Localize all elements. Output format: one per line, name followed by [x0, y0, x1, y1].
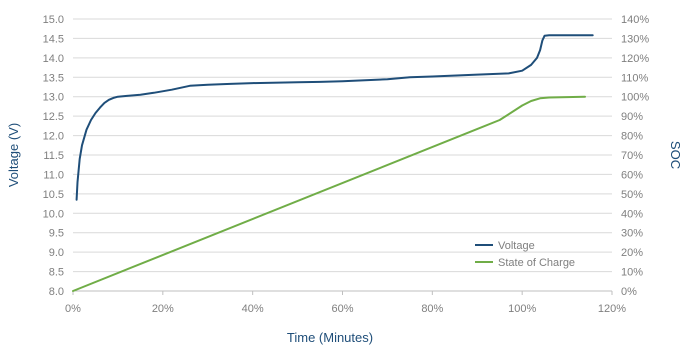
legend: Voltage State of Charge	[475, 240, 575, 269]
gridlines	[73, 18, 612, 292]
y2-tick-label: 10%	[621, 267, 643, 279]
y2-tick-label: 70%	[621, 150, 643, 162]
y-tick-label: 9.5	[49, 228, 64, 240]
y-tick-label: 8.0	[49, 286, 64, 298]
x-tick-label: 120%	[598, 303, 626, 315]
y-tick-label: 11.0	[43, 169, 64, 181]
legend-label-voltage: Voltage	[498, 240, 535, 252]
x-tick-label: 40%	[242, 303, 264, 315]
x-axis-title: Time (Minutes)	[287, 330, 373, 345]
x-tick-label: 20%	[152, 303, 174, 315]
x-axis-ticks: 0% 20% 40% 60% 80% 100% 120%	[65, 290, 626, 315]
legend-label-soc: State of Charge	[498, 257, 575, 269]
y2-tick-label: 30%	[621, 228, 643, 240]
y-tick-label: 12.0	[43, 131, 64, 143]
y-tick-label: 10.0	[43, 208, 64, 220]
y2-tick-label: 110%	[621, 72, 649, 84]
x-tick-label: 80%	[421, 303, 443, 315]
y2-tick-label: 0%	[621, 286, 637, 298]
y-tick-label: 14.0	[43, 53, 64, 65]
y2-tick-label: 40%	[621, 208, 643, 220]
y-axis-title: Voltage (V)	[6, 123, 21, 187]
y2-tick-label: 140%	[621, 14, 649, 26]
y2-axis-ticks: 0% 10% 20% 30% 40% 50% 60% 70% 80% 90% 100% 110% 120…	[621, 14, 649, 298]
y-tick-label: 11.5	[43, 150, 64, 162]
y2-tick-label: 130%	[621, 33, 649, 45]
x-tick-label: 0%	[65, 303, 81, 315]
x-tick-label: 100%	[508, 303, 536, 315]
state-of-charge-line	[72, 95, 586, 292]
y-tick-label: 13.5	[43, 72, 64, 84]
y-tick-label: 9.0	[49, 247, 64, 259]
y-tick-label: 8.5	[49, 267, 64, 279]
y-tick-label: 14.5	[43, 33, 64, 45]
y-tick-label: 12.5	[43, 111, 64, 123]
voltage-line	[75, 34, 594, 201]
y2-tick-label: 60%	[621, 169, 643, 181]
y2-tick-label: 90%	[621, 111, 643, 123]
y-axis-ticks: 8.0 8.5 9.0 9.5 10.0 10.5 11.0 11.5 12.0 12.5 13.0…	[43, 14, 64, 298]
y2-tick-label: 100%	[621, 92, 649, 104]
y2-axis-title: SOC	[668, 141, 683, 169]
y-tick-label: 13.0	[43, 92, 64, 104]
series-lines	[72, 34, 594, 292]
y-tick-label: 15.0	[43, 14, 64, 26]
y2-tick-label: 80%	[621, 131, 643, 143]
y-tick-label: 10.5	[43, 189, 64, 201]
y2-tick-label: 20%	[621, 247, 643, 259]
y2-tick-label: 120%	[621, 53, 649, 65]
y2-tick-label: 50%	[621, 189, 643, 201]
x-tick-label: 60%	[331, 303, 353, 315]
